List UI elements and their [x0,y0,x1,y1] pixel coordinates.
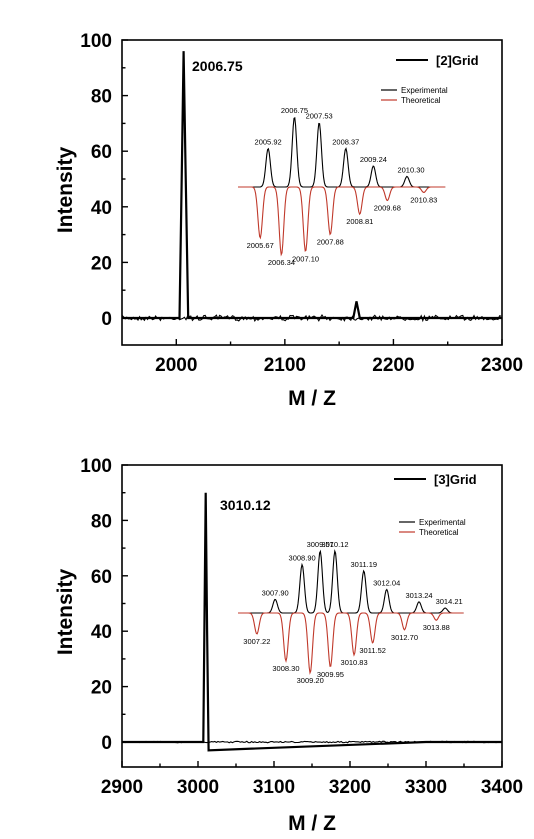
theoretical-peak-label: 2008.81 [346,217,373,226]
inset-legend-label: Experimental [419,518,466,527]
y-tick-label: 40 [91,198,112,219]
experimental-peak-label: 2005.92 [255,138,282,147]
theoretical-trace [238,186,446,257]
x-tick-label: 3000 [177,777,219,798]
theoretical-peak-label: 3011.52 [359,646,386,655]
theoretical-peak-label: 3009.95 [317,670,344,679]
x-tick-label: 2300 [481,355,523,376]
experimental-peak-label: 2006.75 [281,106,308,115]
y-axis-ticks: 0 20 40 60 80 100 [80,31,128,330]
experimental-peak-label: 3012.04 [373,578,400,587]
y-tick-label: 60 [91,567,112,588]
theoretical-peak-label: 2009.68 [374,204,401,213]
x-tick-label: 2100 [264,355,306,376]
theoretical-peak-label: 3008.30 [272,664,299,673]
y-tick-label: 80 [91,511,112,532]
inset-legend-label: Experimental [401,86,448,95]
series-line [122,51,502,320]
theoretical-peak-label: 2007.10 [292,255,319,264]
x-tick-label: 3300 [405,777,447,798]
theoretical-trace [238,612,464,675]
theoretical-peak-label: 3010.83 [341,658,368,667]
y-tick-label: 0 [101,309,112,330]
inset-legend-label: Theoretical [419,528,459,537]
chart-bottom: 0 20 40 60 80 100 2900 3000 3100 3200 3300 3400 In… [54,456,523,835]
theoretical-peak-label: 3007.22 [243,637,270,646]
x-tick-label: 3100 [253,777,295,798]
theoretical-peak-label: 3013.88 [423,623,450,632]
x-axis-ticks: 2900 3000 3100 3200 3300 3400 [101,761,523,798]
inset-legend-label: Theoretical [401,96,441,105]
theoretical-peak-label: 3009.20 [297,676,324,685]
x-axis-title: M / Z [288,387,336,410]
y-axis-ticks: 0 20 40 60 80 100 [80,456,128,754]
experimental-peak-label: 3009.57 [307,540,334,549]
y-tick-label: 20 [91,253,112,274]
y-tick-label: 40 [91,622,112,643]
peak-label: 3010.12 [220,497,271,513]
experimental-peak-label: 2009.24 [360,155,387,164]
y-tick-label: 20 [91,678,112,699]
y-tick-label: 80 [91,87,112,108]
legend-label: [3]Grid [434,472,477,487]
experimental-peak-label: 3013.24 [405,591,432,600]
y-tick-label: 100 [80,31,112,52]
peak-label: 2006.75 [192,58,243,74]
experimental-peak-label: 3007.90 [262,588,289,597]
series-line [122,492,502,752]
x-tick-label: 2900 [101,777,143,798]
experimental-peak-label: 3008.90 [289,554,316,563]
theoretical-peak-label: 2006.34 [268,258,295,267]
experimental-peak-label: 2010.30 [397,166,424,175]
experimental-peak-label: 2008.37 [332,138,359,147]
y-tick-label: 0 [101,733,112,754]
plot-frame [121,39,503,346]
experimental-peak-label: 3010.12 [321,540,348,549]
y-axis-title: Intensity [54,147,77,234]
experimental-peak-label: 3014.21 [436,597,463,606]
x-axis-title: M / Z [288,812,336,835]
x-tick-label: 3200 [329,777,371,798]
theoretical-peak-label: 2010.83 [410,195,437,204]
experimental-peak-label: 2007.53 [306,112,333,121]
legend-label: [2]Grid [436,53,479,68]
x-tick-label: 3400 [481,777,523,798]
theoretical-peak-label: 2007.88 [317,238,344,247]
plot-frame [121,464,503,768]
experimental-trace [238,117,446,188]
y-tick-label: 100 [80,456,112,477]
y-tick-label: 60 [91,142,112,163]
x-tick-label: 2000 [155,355,197,376]
x-tick-label: 2200 [372,355,414,376]
y-axis-title: Intensity [54,569,77,656]
experimental-peak-label: 3011.19 [351,560,378,569]
theoretical-peak-label: 2005.67 [247,241,274,250]
x-axis-ticks: 2000 2100 2200 2300 [155,339,523,376]
theoretical-peak-label: 3012.70 [391,633,418,642]
